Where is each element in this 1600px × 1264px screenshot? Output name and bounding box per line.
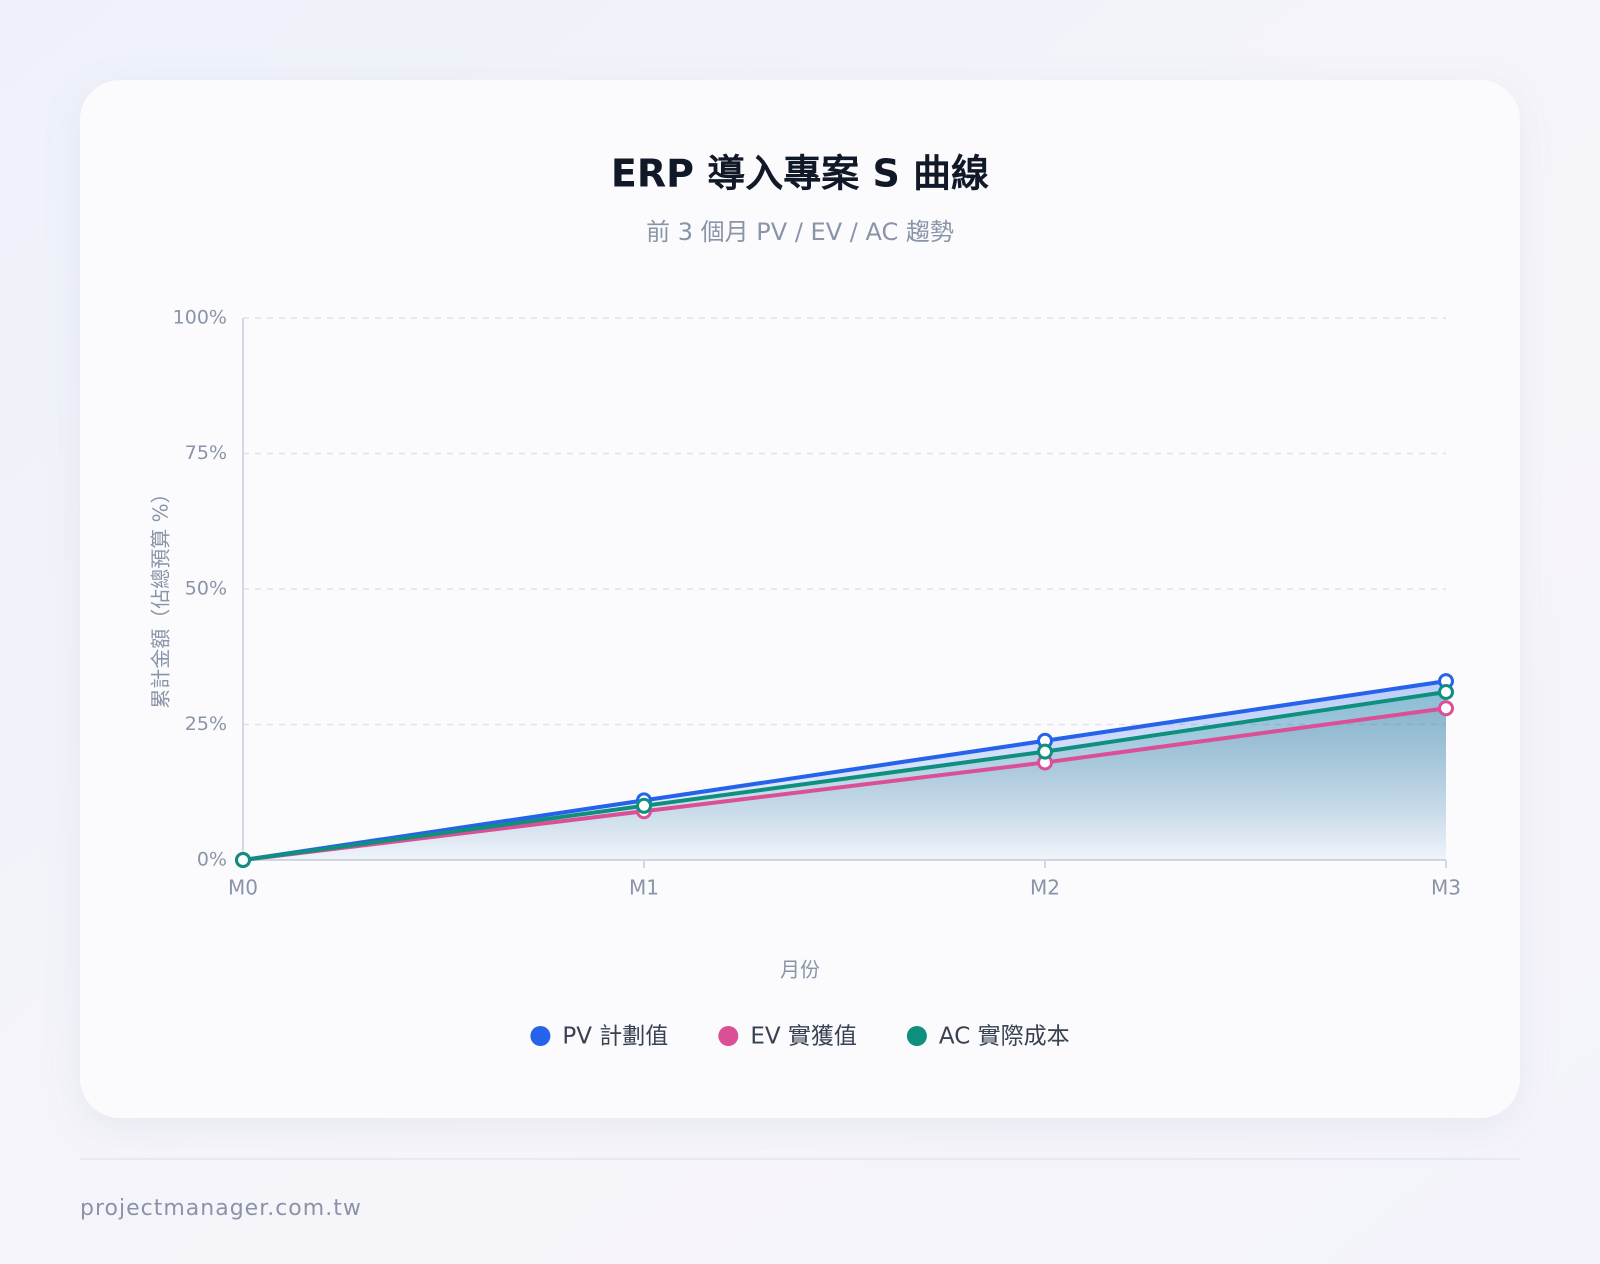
legend-label: AC 實際成本 bbox=[939, 1024, 1070, 1050]
line bbox=[242, 679, 1447, 862]
y-axis-title: 累計金額（佔總預算 %） bbox=[149, 483, 173, 708]
footer-text: projectmanager.com.tw bbox=[80, 1196, 362, 1221]
area bbox=[243, 691, 1446, 860]
y-tick-label: 100% bbox=[173, 307, 227, 329]
line bbox=[242, 690, 1447, 862]
point bbox=[235, 852, 251, 868]
x-axis-title: 月份 bbox=[780, 958, 820, 982]
y-tick-label: 75% bbox=[185, 442, 227, 464]
legend-marker bbox=[906, 1026, 927, 1046]
x-tick-label: M2 bbox=[1030, 876, 1060, 900]
point bbox=[1438, 700, 1454, 717]
chart-title: ERP 導入專案 S 曲線 bbox=[611, 152, 989, 196]
y-tick-label: 0% bbox=[197, 849, 227, 871]
legend-label: PV 計劃值 bbox=[562, 1024, 668, 1050]
line bbox=[242, 706, 1447, 862]
y-tick-label: 25% bbox=[185, 713, 227, 735]
y-tick-label: 50% bbox=[185, 578, 227, 600]
point bbox=[1438, 683, 1454, 700]
chart-subtitle: 前 3 個月 PV / EV / AC 趨勢 bbox=[646, 218, 954, 246]
legend-marker bbox=[718, 1026, 739, 1046]
x-tick-label: M0 bbox=[228, 876, 258, 900]
x-tick-label: M1 bbox=[629, 876, 659, 900]
point bbox=[636, 797, 652, 814]
legend-marker bbox=[530, 1026, 551, 1046]
legend-label: EV 實獲值 bbox=[750, 1024, 857, 1050]
point bbox=[1037, 743, 1053, 760]
x-tick-label: M3 bbox=[1431, 876, 1461, 900]
